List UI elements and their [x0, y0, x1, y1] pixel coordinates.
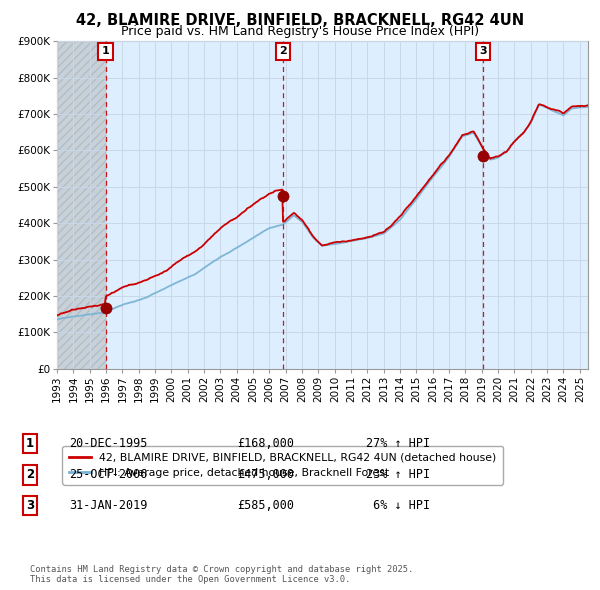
Legend: 42, BLAMIRE DRIVE, BINFIELD, BRACKNELL, RG42 4UN (detached house), HPI: Average : 42, BLAMIRE DRIVE, BINFIELD, BRACKNELL, … [62, 446, 503, 484]
Text: 3: 3 [26, 499, 34, 512]
Text: 31-JAN-2019: 31-JAN-2019 [69, 499, 148, 512]
Text: 27% ↑ HPI: 27% ↑ HPI [366, 437, 430, 450]
Text: 1: 1 [101, 46, 109, 56]
Text: 6% ↓ HPI: 6% ↓ HPI [366, 499, 430, 512]
Text: Contains HM Land Registry data © Crown copyright and database right 2025.
This d: Contains HM Land Registry data © Crown c… [30, 565, 413, 584]
Text: 2: 2 [279, 46, 287, 56]
Text: £585,000: £585,000 [237, 499, 294, 512]
Text: 2: 2 [26, 468, 34, 481]
Text: Price paid vs. HM Land Registry's House Price Index (HPI): Price paid vs. HM Land Registry's House … [121, 25, 479, 38]
Text: £168,000: £168,000 [237, 437, 294, 450]
Text: 3: 3 [479, 46, 487, 56]
Text: 23% ↑ HPI: 23% ↑ HPI [366, 468, 430, 481]
Text: £475,000: £475,000 [237, 468, 294, 481]
Text: 42, BLAMIRE DRIVE, BINFIELD, BRACKNELL, RG42 4UN: 42, BLAMIRE DRIVE, BINFIELD, BRACKNELL, … [76, 13, 524, 28]
Text: 20-DEC-1995: 20-DEC-1995 [69, 437, 148, 450]
Text: 25-OCT-2006: 25-OCT-2006 [69, 468, 148, 481]
Bar [57, 41, 106, 369]
Text: 1: 1 [26, 437, 34, 450]
